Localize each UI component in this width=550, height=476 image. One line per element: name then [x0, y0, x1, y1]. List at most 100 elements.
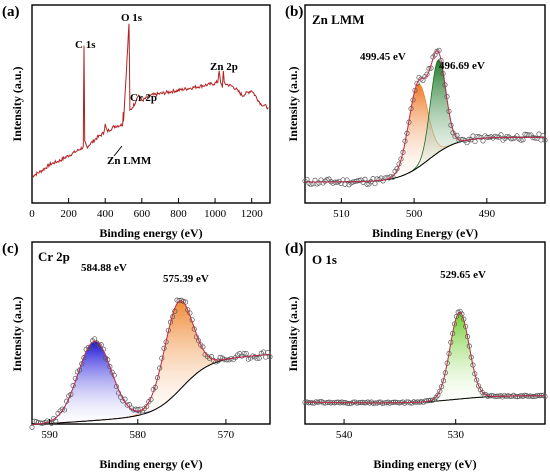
data-point [532, 135, 538, 141]
x-tick-label: 570 [218, 429, 235, 441]
panel-b-frame [304, 4, 546, 204]
x-tick-label: 800 [170, 208, 187, 220]
x-tick-label: 600 [134, 208, 151, 220]
data-point [474, 377, 480, 383]
annotation-o1s: O 1s [121, 12, 143, 24]
data-point [243, 350, 249, 357]
x-tick-label: 530 [447, 429, 464, 441]
data-point [124, 402, 130, 408]
panel-c-peak-584 [31, 340, 271, 426]
annotation-zn-lmm-arrow [113, 145, 123, 157]
data-point [376, 399, 382, 405]
data-point [254, 356, 260, 362]
data-point [457, 308, 463, 314]
data-point [542, 393, 548, 400]
panel-b-peak-label-1: 499.45 eV [360, 51, 406, 63]
x-tick-label: 1000 [204, 208, 227, 220]
panel-c-ylabel: Intensity (a.u.) [10, 296, 24, 371]
data-point [372, 181, 378, 187]
data-point [96, 342, 102, 348]
panel-a-letter: (a) [2, 4, 20, 20]
data-point [115, 390, 122, 396]
x-tick-label: 510 [333, 208, 350, 220]
x-tick-label: 540 [336, 429, 353, 441]
panel-d: (d) O 1s 529.65 eV 540 530 Binding energy… [285, 241, 548, 471]
panel-c-peak-label-1: 584.88 eV [81, 262, 127, 274]
data-point [542, 137, 548, 143]
data-point [459, 311, 465, 317]
panel-b-xlabel: Binding Energy (eV) [372, 226, 478, 240]
panel-b-envelope [305, 49, 545, 183]
panel-b-peak-499 [305, 83, 545, 183]
panel-c: (c) Cr 2p 584.88 eV 575.39 eV 590 580 570 … [2, 241, 273, 471]
data-point [518, 137, 524, 143]
data-point [437, 388, 443, 394]
data-point [472, 139, 478, 145]
panel-d-envelope [305, 311, 546, 404]
data-point [85, 344, 91, 350]
panel-a-x-ticks: 0 200 400 600 800 1000 1200 [29, 198, 263, 220]
data-point [241, 350, 247, 357]
panel-b-peak-label-2: 496.69 eV [439, 60, 485, 72]
panel-d-peak-529 [305, 311, 546, 404]
data-point [538, 137, 544, 143]
panel-b-letter: (b) [285, 4, 303, 20]
data-point [344, 400, 351, 407]
data-point [512, 394, 519, 400]
data-point [439, 384, 445, 390]
x-tick-label: 400 [97, 208, 114, 220]
panel-d-frame [304, 241, 546, 425]
panel-a-ylabel: Intensity (a.u.) [10, 66, 24, 141]
data-point [29, 424, 35, 430]
data-point [414, 80, 420, 86]
annotation-zn2p: Zn 2p [210, 61, 238, 73]
data-point [529, 393, 535, 399]
data-point [494, 134, 500, 140]
panel-c-letter: (c) [2, 241, 19, 257]
x-tick-label: 200 [60, 208, 77, 220]
panel-d-title: O 1s [312, 252, 337, 267]
panel-b-ylabel: Intensity (a.u.) [286, 66, 300, 141]
x-tick-label: 1200 [241, 208, 264, 220]
x-tick-label: 500 [406, 208, 423, 220]
panel-d-peak-label-1: 529.65 eV [440, 269, 486, 281]
panel-d-letter: (d) [285, 241, 303, 257]
data-point [256, 355, 262, 361]
data-point [224, 357, 230, 363]
panel-b: (b) Zn LMM 499.45 eV 496.69 eV 510 500 490… [285, 4, 548, 240]
panel-c-x-ticks: 590 580 570 [41, 419, 235, 441]
annotation-cr2p: Cr 2p [130, 92, 157, 104]
panel-a-frame [31, 4, 271, 204]
panel-c-title: Cr 2p [38, 249, 70, 264]
data-point [53, 418, 59, 424]
data-point [107, 364, 113, 370]
data-point [81, 355, 87, 361]
x-tick-label: 590 [41, 429, 58, 441]
data-point [144, 403, 150, 410]
panel-d-x-ticks: 540 530 [336, 419, 464, 441]
panel-d-ylabel: Intensity (a.u.) [286, 296, 300, 371]
panel-b-x-ticks: 510 500 490 [333, 198, 496, 220]
panel-c-peak-label-2: 575.39 eV [163, 273, 209, 285]
data-point [263, 354, 269, 360]
data-point [480, 138, 486, 144]
data-point [346, 400, 352, 407]
data-point [435, 392, 441, 398]
panel-d-data-points [302, 308, 548, 407]
x-tick-label: 580 [130, 429, 147, 441]
panel-c-xlabel: Binding energy (eV) [99, 457, 202, 471]
annotation-zn-lmm: Zn LMM [107, 155, 152, 167]
panel-c-envelope [31, 300, 271, 426]
data-point [514, 394, 520, 400]
panel-b-title: Zn LMM [312, 12, 364, 27]
panel-a-xlabel: Binding energy (eV) [99, 226, 202, 240]
data-point [59, 406, 65, 412]
panel-d-xlabel: Binding energy (eV) [373, 457, 476, 471]
data-point [531, 394, 537, 400]
panel-a: (a) 0 200 400 600 800 1000 1200 C 1s O 1s Cr 2… [2, 4, 271, 240]
data-point [317, 399, 323, 405]
data-point [484, 134, 490, 140]
panel-a-survey-line [31, 23, 269, 178]
data-point [364, 181, 370, 187]
